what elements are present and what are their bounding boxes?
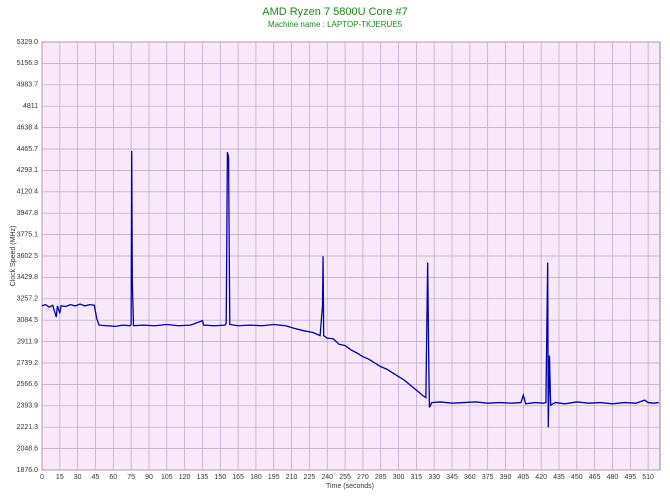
x-tick-label: 405 [517, 474, 529, 481]
x-tick-label: 435 [553, 474, 565, 481]
y-tick-label: 2048.6 [17, 445, 39, 452]
x-tick-label: 45 [92, 474, 100, 481]
x-tick-label: 240 [321, 474, 333, 481]
x-tick-label: 90 [145, 474, 153, 481]
y-tick-label: 4120.4 [17, 189, 39, 196]
x-tick-label: 225 [304, 474, 316, 481]
x-tick-label: 15 [56, 474, 64, 481]
x-tick-label: 480 [607, 474, 619, 481]
y-axis-label: Clock Speed (MHz) [10, 226, 17, 287]
y-tick-label: 3947.8 [17, 210, 39, 217]
x-tick-label: 180 [250, 474, 262, 481]
y-tick-label: 3775.1 [17, 231, 39, 238]
y-tick-label: 2911.9 [17, 338, 38, 345]
x-axis-label: Time (seconds) [326, 483, 374, 490]
y-tick-label: 4465.7 [17, 146, 39, 153]
x-tick-label: 390 [500, 474, 512, 481]
x-tick-label: 345 [446, 474, 458, 481]
y-tick-label: 2566.6 [17, 381, 39, 388]
x-tick-label: 450 [571, 474, 583, 481]
x-tick-label: 465 [589, 474, 601, 481]
x-tick-label: 270 [357, 474, 369, 481]
x-tick-label: 360 [464, 474, 476, 481]
x-tick-label: 165 [232, 474, 244, 481]
x-tick-label: 195 [268, 474, 280, 481]
y-tick-label: 4638.4 [17, 124, 39, 131]
x-tick-label: 315 [411, 474, 423, 481]
x-tick-label: 255 [339, 474, 351, 481]
x-tick-label: 135 [197, 474, 209, 481]
chart-title: AMD Ryzen 7 5800U Core #7 [262, 6, 408, 18]
y-tick-label: 3602.5 [17, 253, 39, 260]
x-tick-label: 375 [482, 474, 494, 481]
x-tick-label: 300 [393, 474, 405, 481]
y-tick-label: 1876.0 [17, 467, 39, 474]
y-tick-label: 3084.5 [17, 317, 39, 324]
x-tick-label: 120 [179, 474, 191, 481]
x-tick-label: 60 [109, 474, 117, 481]
y-tick-label: 5329.0 [17, 39, 39, 46]
chart-subtitle: Machine name : LAPTOP-TKJERUE5 [268, 20, 403, 29]
y-tick-label: 2221.3 [17, 424, 39, 431]
y-tick-label: 3429.8 [17, 274, 39, 281]
y-tick-label: 4983.7 [17, 82, 39, 89]
x-tick-label: 510 [642, 474, 654, 481]
y-tick-label: 2739.2 [17, 360, 39, 367]
x-tick-label: 30 [74, 474, 82, 481]
y-tick-label: 2393.9 [17, 403, 39, 410]
y-tick-label: 5156.3 [17, 60, 39, 67]
x-tick-label: 0 [40, 474, 44, 481]
y-tick-label: 4293.1 [17, 167, 39, 174]
x-tick-label: 330 [428, 474, 440, 481]
x-tick-label: 150 [214, 474, 226, 481]
data-line [41, 150, 659, 428]
x-tick-label: 210 [286, 474, 298, 481]
x-tick-label: 285 [375, 474, 387, 481]
x-tick-label: 105 [161, 474, 173, 481]
x-tick-label: 495 [624, 474, 636, 481]
x-tick-label: 75 [127, 474, 135, 481]
y-tick-label: 4811 [23, 103, 38, 110]
x-tick-label: 420 [535, 474, 547, 481]
y-tick-label: 3257.2 [17, 296, 39, 303]
